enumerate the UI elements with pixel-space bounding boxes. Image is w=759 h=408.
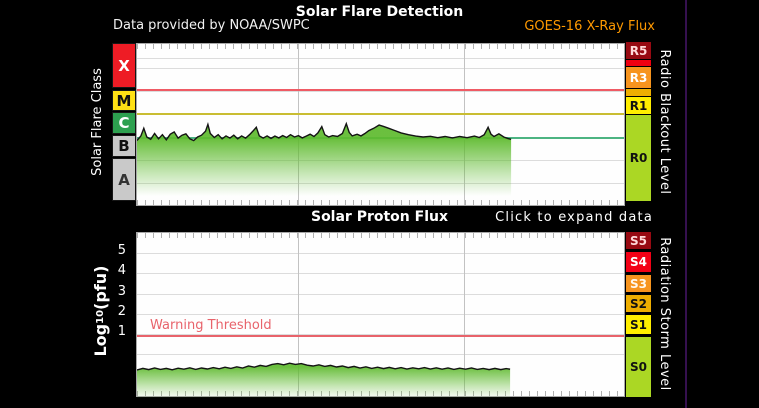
v-gridline [464,233,465,396]
threshold-line [137,113,624,115]
proton-y-tick: 1 [117,324,126,339]
warning-threshold-label: Warning Threshold [150,318,272,333]
h-gridline [137,354,624,355]
radio-blackout-axis-label: Radio Blackout Level [657,49,673,195]
h-gridline [137,68,624,69]
threshold-line [137,335,624,337]
blackout-box-r0: R0 [626,115,651,201]
flare-y-axis-label: Solar Flare Class [89,68,105,176]
flux-curve [137,121,512,207]
flux-area-fill [137,123,512,207]
proton-chart-title: Solar Proton Flux [310,209,449,225]
v-gridline [464,44,465,205]
flare-class-box-x: X [112,43,136,88]
flare-class-box-b: B [112,135,136,157]
blackout-box-r1: R1 [626,97,651,114]
flux-line [137,362,511,371]
flare-class-box-c: C [112,112,136,134]
storm-box-s2: S2 [626,295,651,312]
noaa-credit-label: Data provided by NOAA/SWPC [113,18,310,33]
storm-box-s3: S3 [626,275,651,292]
h-gridline [137,253,624,254]
proton-flux-plot[interactable] [136,232,625,398]
panel-divider [685,0,687,408]
flare-flux-plot[interactable] [136,43,625,207]
flare-class-box-m: M [112,90,136,111]
flux-line [137,121,512,142]
h-gridline [137,91,624,92]
proton-y-tick: 4 [117,263,126,279]
flare-chart-title: Solar Flare Detection [295,4,464,20]
proton-y-tick: 2 [117,303,126,319]
blackout-box-unlabeled [626,60,651,66]
minor-ticks-top [137,44,624,49]
radiation-storm-axis-label: Radiation Storm Level [657,237,673,391]
h-gridline [137,314,624,315]
goes-source-label: GOES-16 X-Ray Flux [524,19,655,34]
blackout-box-r3: R3 [626,67,651,88]
storm-box-s4: S4 [626,252,651,272]
minor-ticks-top [137,233,624,238]
h-gridline [137,58,624,59]
expand-data-link[interactable]: Click to expand data [495,210,653,225]
h-gridline [137,334,624,335]
blackout-box-r5: R5 [626,42,651,59]
v-gridline [298,44,299,205]
flux-curve [137,362,511,398]
flux-area-fill [137,363,511,398]
storm-box-s1: S1 [626,315,651,334]
h-gridline [137,273,624,274]
proton-y-tick: 3 [117,283,126,299]
storm-box-s5: S5 [626,232,651,249]
v-gridline [298,233,299,396]
threshold-line [137,89,624,91]
proton-y-tick: 5 [117,243,126,258]
flare-class-box-a: A [112,158,136,201]
blackout-box-unlabeled [626,89,651,96]
h-gridline [137,294,624,295]
storm-box-s0: S0 [626,337,651,397]
